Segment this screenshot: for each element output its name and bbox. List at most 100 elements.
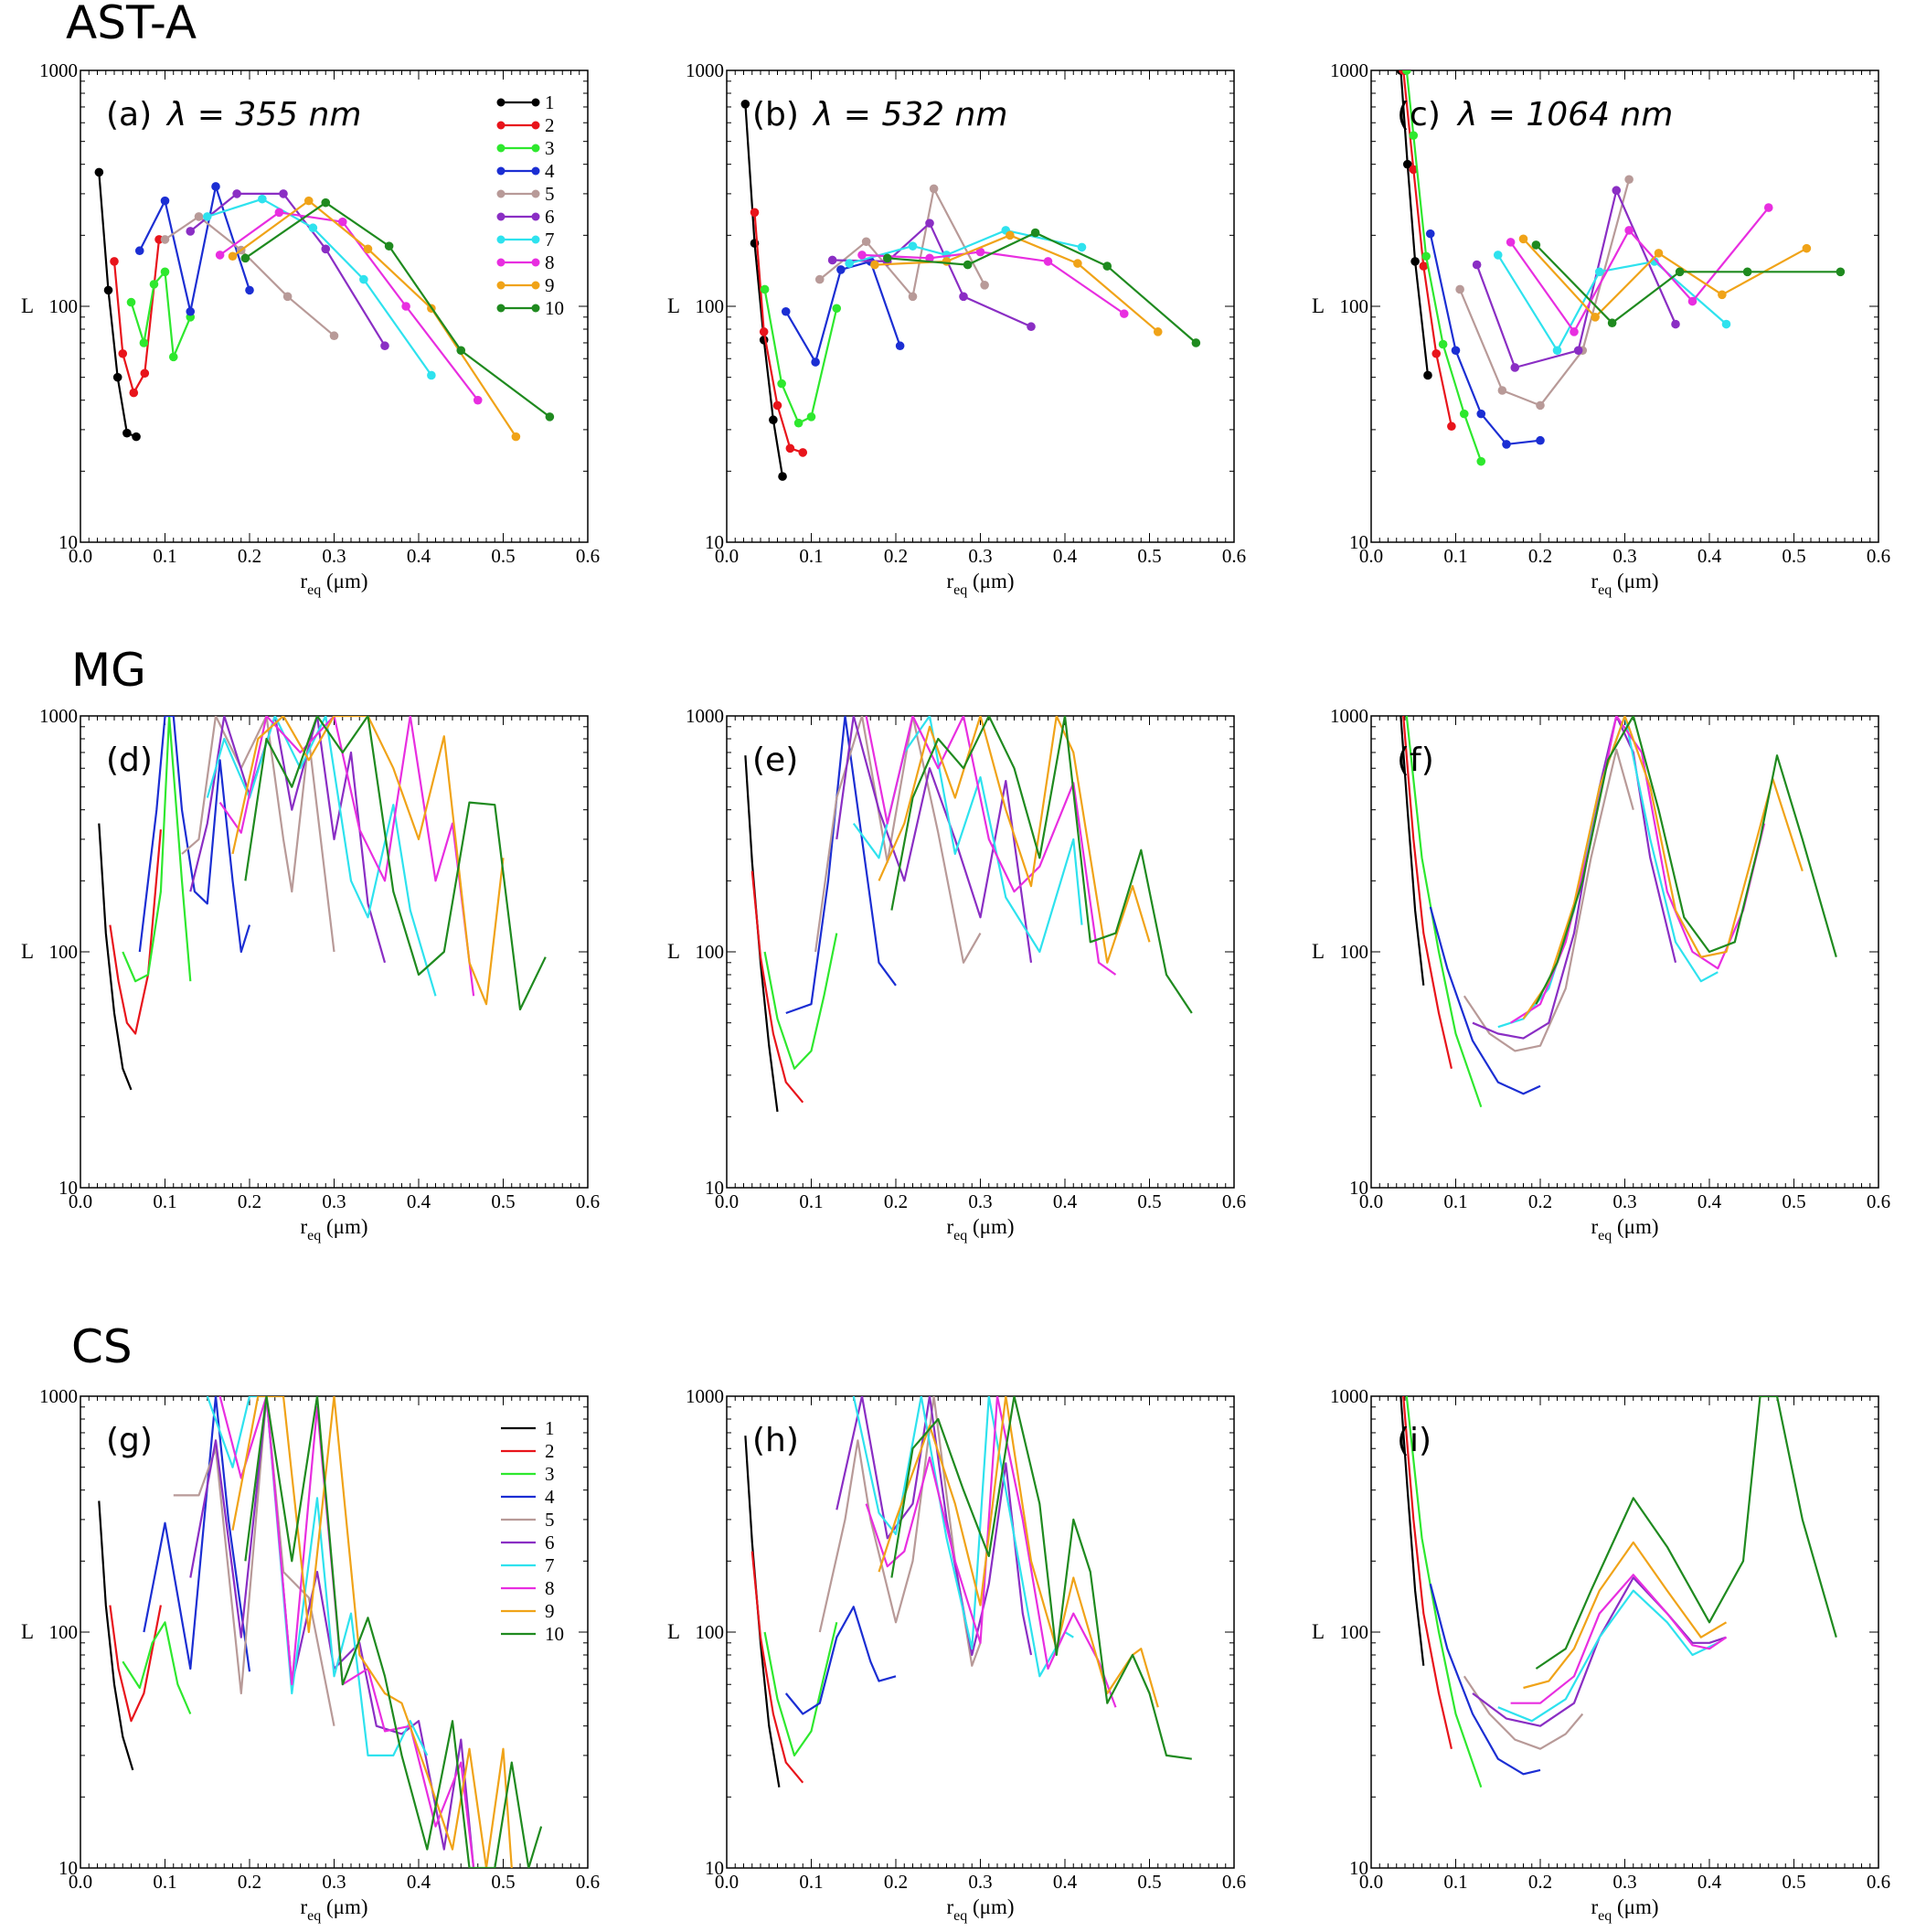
x-tick-label: 0.1: [1443, 1190, 1467, 1212]
y-axis-label: L: [1312, 940, 1325, 963]
row-title-cs: CS: [71, 1320, 133, 1373]
data-point-2: [785, 443, 795, 454]
x-axis-label: req (μm): [1591, 1215, 1658, 1244]
data-point-7: [1594, 267, 1604, 277]
y-tick-label: 10: [1349, 531, 1368, 553]
data-point-4: [836, 265, 846, 274]
data-point-6: [827, 255, 837, 265]
x-tick-label: 0.0: [715, 1190, 739, 1212]
data-point-2: [110, 257, 119, 266]
x-tick-label: 0.4: [407, 545, 431, 567]
data-point-8: [274, 208, 284, 218]
y-axis-label: L: [667, 1620, 680, 1643]
series-group: [740, 100, 1201, 481]
legend-label-8: 8: [545, 1577, 555, 1599]
data-point-5: [929, 184, 939, 194]
data-point-1: [132, 432, 141, 442]
y-tick-label: 1000: [1330, 705, 1368, 727]
data-point-8: [1119, 309, 1129, 318]
data-point-6: [1573, 346, 1583, 356]
data-point-2: [1431, 348, 1442, 358]
data-point-2: [140, 368, 150, 379]
axis-ticks: [726, 69, 1235, 543]
legend-marker: [531, 304, 540, 313]
data-point-5: [194, 212, 204, 221]
series-line-2: [750, 870, 804, 1104]
panel-label: (i): [1397, 1422, 1431, 1459]
data-point-10: [240, 253, 250, 263]
data-point-7: [1552, 346, 1562, 356]
data-point-3: [832, 304, 842, 314]
row-title-mg: MG: [71, 644, 146, 697]
data-point-6: [279, 189, 288, 198]
series-line-1: [1399, 70, 1430, 376]
legend-label-9: 9: [545, 274, 555, 296]
x-tick-label: 0.6: [1222, 1190, 1246, 1212]
data-point-9: [1006, 230, 1015, 240]
data-point-5: [1624, 175, 1634, 185]
panel-b: 0.0 0.1 0.2 0.3 0.4 0.5 0.6 10 100 1000 req (μm) L (…: [667, 59, 1246, 598]
data-point-7: [1077, 242, 1087, 252]
x-tick-label: 0.0: [715, 1871, 739, 1893]
x-tick-label: 0.4: [1697, 545, 1722, 567]
x-tick-label: 0.6: [576, 1871, 600, 1893]
data-point-3: [1438, 339, 1448, 349]
panel-h: 0.0 0.1 0.2 0.3 0.4 0.5 0.6 10 100 1000 req (μm) L (…: [667, 1385, 1246, 1924]
data-point-1: [1410, 257, 1420, 266]
series-line-6: [189, 1396, 475, 1868]
y-tick-label: 1000: [39, 1385, 78, 1407]
series-line-4: [138, 716, 251, 954]
series-group: [744, 716, 1193, 1113]
x-tick-label: 0.6: [1222, 545, 1246, 567]
data-point-5: [1536, 400, 1545, 411]
series-line-9: [231, 1396, 513, 1868]
plot-frame: [1370, 1395, 1879, 1869]
series-line-10: [890, 716, 1193, 1014]
legend-label-2: 2: [545, 1440, 555, 1462]
data-point-6: [1027, 322, 1036, 332]
x-tick-label: 0.1: [799, 545, 823, 567]
series-line-6: [835, 1396, 1033, 1657]
panel-label: (d): [106, 742, 153, 779]
data-point-10: [1675, 267, 1685, 277]
x-tick-label: 0.3: [1612, 1871, 1636, 1893]
data-point-3: [793, 418, 804, 428]
x-tick-label: 0.5: [491, 1190, 515, 1212]
y-tick-label: 100: [1340, 295, 1369, 317]
series-line-3: [763, 1622, 838, 1756]
y-tick-label: 100: [1340, 1621, 1369, 1643]
x-tick-label: 0.4: [407, 1190, 431, 1212]
y-tick-label: 10: [705, 531, 724, 553]
y-axis-label: L: [21, 294, 34, 317]
series-line-6: [1472, 716, 1677, 1040]
y-tick-label: 1000: [1330, 1385, 1368, 1407]
data-point-9: [228, 251, 238, 262]
y-tick-label: 100: [696, 941, 725, 963]
x-tick-label: 0.3: [968, 545, 992, 567]
x-tick-label: 0.6: [576, 545, 600, 567]
series-line-3: [122, 716, 192, 983]
x-tick-label: 0.6: [1867, 1871, 1890, 1893]
series-line-1: [744, 1436, 781, 1788]
series-line-6: [1475, 189, 1677, 369]
data-point-6: [1510, 363, 1520, 372]
legend-marker: [531, 98, 540, 107]
x-axis-label: req (μm): [946, 1215, 1014, 1244]
data-point-3: [1459, 409, 1469, 419]
x-tick-label: 0.5: [1782, 545, 1805, 567]
y-tick-label: 1000: [39, 59, 78, 81]
x-tick-label: 0.0: [69, 545, 92, 567]
y-tick-label: 10: [705, 1857, 724, 1879]
x-tick-label: 0.5: [1782, 1190, 1805, 1212]
data-point-4: [245, 285, 254, 295]
data-point-3: [806, 412, 816, 422]
x-axis-label: req (μm): [1591, 570, 1658, 598]
y-tick-label: 1000: [1330, 59, 1368, 81]
series-line-3: [122, 1621, 192, 1714]
x-tick-label: 0.4: [407, 1871, 431, 1893]
data-point-2: [798, 448, 808, 457]
series-line-7: [852, 1396, 1074, 1678]
data-point-10: [963, 260, 973, 270]
x-tick-label: 0.6: [1867, 545, 1890, 567]
series-line-1: [744, 755, 779, 1113]
